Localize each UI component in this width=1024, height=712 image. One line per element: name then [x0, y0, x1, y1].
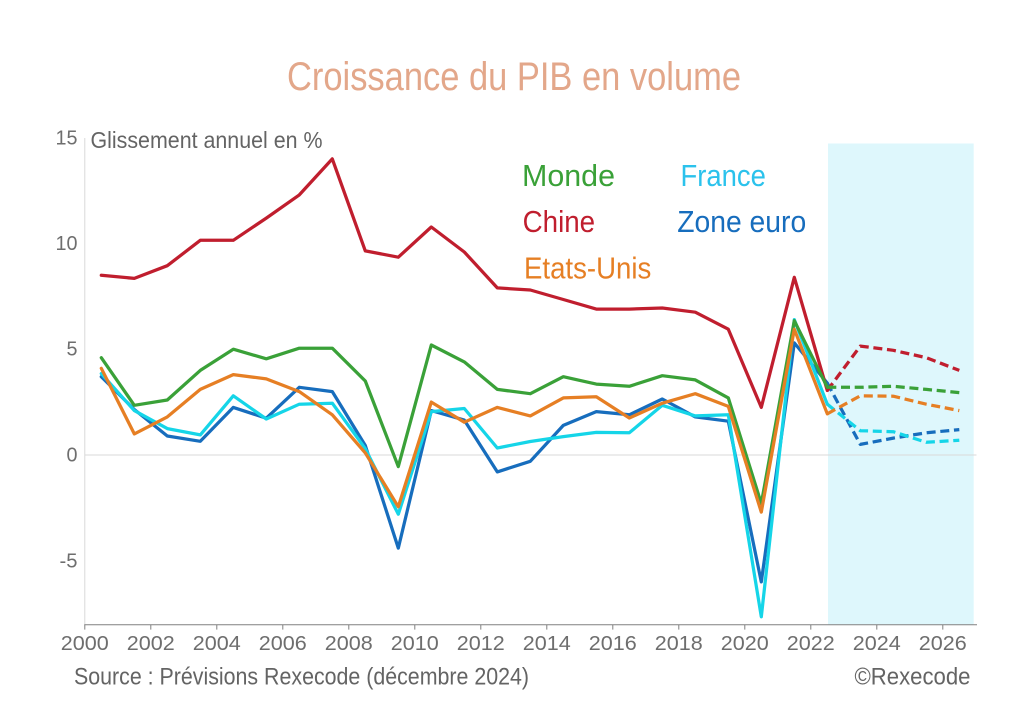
svg-text:France: France: [681, 158, 766, 193]
svg-text:-5: -5: [60, 550, 78, 572]
svg-text:Croissance du PIB en volume: Croissance du PIB en volume: [287, 55, 741, 99]
svg-text:2008: 2008: [325, 633, 373, 655]
svg-text:2004: 2004: [193, 633, 241, 655]
svg-text:©Rexecode: ©Rexecode: [855, 664, 971, 691]
svg-text:0: 0: [67, 445, 78, 467]
svg-text:2014: 2014: [523, 633, 571, 655]
svg-text:2010: 2010: [391, 633, 439, 655]
svg-text:2016: 2016: [589, 633, 637, 655]
svg-text:2022: 2022: [787, 633, 835, 655]
svg-text:10: 10: [56, 233, 78, 255]
svg-text:Chine: Chine: [523, 204, 596, 239]
svg-text:Glissement annuel en %: Glissement annuel en %: [91, 127, 323, 153]
svg-text:2026: 2026: [919, 633, 967, 655]
svg-text:Monde: Monde: [522, 158, 615, 193]
svg-text:2018: 2018: [655, 633, 703, 655]
svg-text:Source : Prévisions Rexecode (: Source : Prévisions Rexecode (décembre 2…: [74, 664, 529, 691]
svg-text:2002: 2002: [127, 633, 175, 655]
svg-text:Etats-Unis: Etats-Unis: [524, 251, 651, 286]
svg-text:15: 15: [56, 127, 78, 149]
svg-text:2020: 2020: [721, 633, 769, 655]
svg-text:Zone euro: Zone euro: [677, 204, 806, 239]
svg-text:2000: 2000: [61, 633, 109, 655]
svg-text:5: 5: [67, 339, 78, 361]
svg-text:2024: 2024: [853, 633, 901, 655]
svg-text:2012: 2012: [457, 633, 505, 655]
svg-text:2006: 2006: [259, 633, 307, 655]
